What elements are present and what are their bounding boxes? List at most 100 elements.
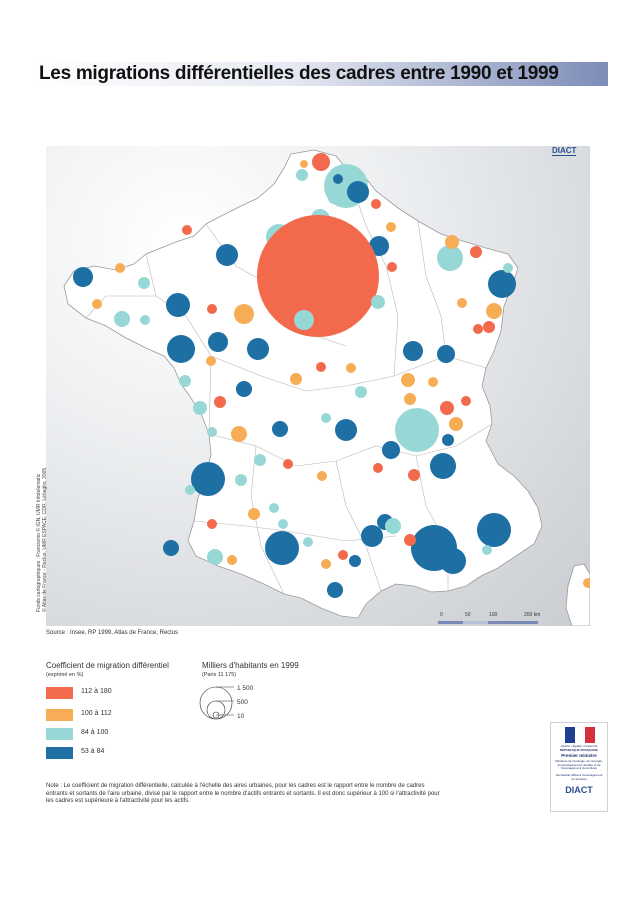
size-legend-value: 1 500 — [237, 685, 254, 692]
urban-area-bubbles — [73, 153, 590, 598]
legend-swatch — [46, 687, 73, 699]
urban-area-bubble — [208, 332, 228, 352]
urban-area-bubble — [440, 401, 454, 415]
scale-label: 200 km — [524, 612, 541, 618]
legend-label: 84 à 100 — [81, 729, 109, 736]
urban-area-bubble — [503, 263, 513, 273]
france-map — [63, 149, 590, 626]
scale-label: 50 — [465, 612, 471, 618]
color-legend-title: Coefficient de migration différentiel — [46, 661, 169, 670]
logo-motto: Liberté • Égalité • Fraternité — [560, 744, 598, 748]
urban-area-bubble — [138, 277, 150, 289]
source-text: Source : Insee, RP 1999, Atlas de France… — [46, 630, 178, 636]
scale-label: 0 — [440, 612, 443, 618]
legend-swatch — [46, 728, 73, 740]
size-legend-title: Milliers d'habitants en 1999 — [202, 661, 299, 670]
urban-area-bubble — [316, 362, 326, 372]
urban-area-bubble — [445, 235, 459, 249]
logo-ministere: Ministère de l'écologie, de l'énergie, d… — [555, 759, 603, 771]
urban-area-bubble — [583, 578, 590, 588]
urban-area-bubble — [461, 396, 471, 406]
urban-area-bubble — [321, 413, 331, 423]
urban-area-bubble — [437, 245, 463, 271]
diact-logo: DIACT — [565, 785, 593, 795]
size-legend-value: 10 — [237, 713, 245, 720]
urban-area-bubble — [207, 549, 223, 565]
urban-area-bubble — [335, 419, 357, 441]
urban-area-bubble — [269, 503, 279, 513]
diact-header-logo: DIACT — [552, 146, 577, 156]
urban-area-bubble — [278, 519, 288, 529]
legend-label: 112 à 180 — [81, 688, 112, 695]
urban-area-bubble — [373, 463, 383, 473]
urban-area-bubble — [430, 453, 456, 479]
urban-area-bubble — [382, 441, 400, 459]
size-legend-circles: 1 500 500 10 — [199, 685, 254, 720]
urban-area-bubble — [349, 555, 361, 567]
urban-area-bubble — [114, 311, 130, 327]
scale-segment — [488, 621, 538, 624]
urban-area-bubble — [385, 518, 401, 534]
urban-area-bubble — [470, 246, 482, 258]
urban-area-bubble — [92, 299, 102, 309]
logo-secretariat: Secrétariat d'État à l'aménagement du te… — [555, 773, 603, 781]
urban-area-bubble — [185, 485, 195, 495]
urban-area-bubble — [235, 474, 247, 486]
urban-area-bubble — [73, 267, 93, 287]
urban-area-bubble — [338, 550, 348, 560]
urban-area-bubble — [214, 396, 226, 408]
urban-area-bubble — [483, 321, 495, 333]
logo-premier-ministre: Premier ministre — [561, 753, 597, 758]
urban-area-bubble — [449, 417, 463, 431]
urban-area-bubble — [265, 531, 299, 565]
scale-label: 100 — [489, 612, 498, 618]
size-legend-subtitle: (Paris 11 175) — [202, 672, 237, 678]
urban-area-bubble — [371, 295, 385, 309]
urban-area-bubble — [283, 459, 293, 469]
scale-segment — [463, 621, 488, 624]
legend-swatch — [46, 747, 73, 759]
marianne-flag — [565, 727, 595, 743]
logo-republic: RÉPUBLIQUE FRANÇAISE — [559, 748, 598, 752]
size-legend-value: 500 — [237, 699, 248, 706]
urban-area-bubble — [347, 181, 369, 203]
urban-area-bubble — [234, 304, 254, 324]
urban-area-bubble — [179, 375, 191, 387]
urban-area-bubble — [166, 293, 190, 317]
urban-area-bubble — [167, 335, 195, 363]
urban-area-bubble — [272, 421, 288, 437]
urban-area-bubble — [257, 215, 379, 337]
urban-area-bubble — [404, 534, 416, 546]
urban-area-bubble — [300, 160, 308, 168]
urban-area-bubble — [296, 169, 308, 181]
urban-area-bubble — [354, 299, 364, 309]
urban-area-bubble — [327, 582, 343, 598]
urban-area-bubble — [321, 559, 331, 569]
urban-area-bubble — [115, 263, 125, 273]
urban-area-bubble — [473, 324, 483, 334]
urban-area-bubble — [403, 341, 423, 361]
urban-area-bubble — [303, 537, 313, 547]
title-bar: Les migrations différentielles des cadre… — [33, 62, 608, 86]
map-credit: Fonds cartographiques : Franciemo © IGN,… — [36, 467, 48, 612]
map-title: Les migrations différentielles des cadre… — [39, 63, 559, 84]
urban-area-bubble — [254, 454, 266, 466]
urban-area-bubble — [140, 315, 150, 325]
urban-area-bubble — [437, 345, 455, 363]
urban-area-bubble — [477, 513, 511, 547]
urban-area-bubble — [457, 298, 467, 308]
urban-area-bubble — [404, 393, 416, 405]
urban-area-bubble — [207, 304, 217, 314]
urban-area-bubble — [361, 525, 383, 547]
urban-area-bubble — [206, 356, 216, 366]
urban-area-bubble — [488, 270, 516, 298]
urban-area-bubble — [355, 386, 367, 398]
legend-label: 100 à 112 — [81, 710, 112, 717]
note-text: Note : Le coefficient de migration diffé… — [46, 783, 440, 804]
urban-area-bubble — [216, 244, 238, 266]
urban-area-bubble — [371, 199, 381, 209]
urban-area-bubble — [442, 434, 454, 446]
urban-area-bubble — [395, 408, 439, 452]
urban-area-bubble — [401, 373, 415, 387]
color-legend-subtitle: (exprimé en %) — [46, 672, 84, 678]
